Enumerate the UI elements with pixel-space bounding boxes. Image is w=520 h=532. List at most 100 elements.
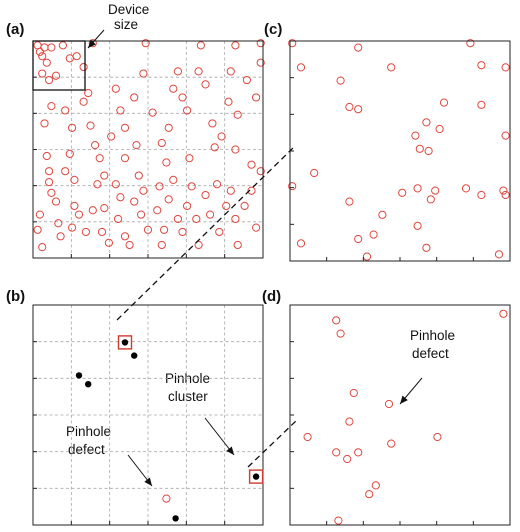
data-point-a-66 bbox=[35, 210, 45, 219]
data-point-a-17 bbox=[45, 167, 54, 176]
highlight-box-b-0 bbox=[117, 335, 133, 350]
data-point-b-0 bbox=[121, 339, 129, 346]
data-point-c-4 bbox=[336, 76, 345, 85]
data-point-c-11 bbox=[411, 131, 420, 140]
data-point-a-87 bbox=[130, 197, 139, 206]
data-point-a-98 bbox=[178, 227, 187, 237]
data-point-a-10 bbox=[72, 52, 81, 61]
data-point-c-24 bbox=[461, 184, 471, 193]
data-point-c-23 bbox=[431, 186, 440, 195]
data-point-a-81 bbox=[104, 238, 114, 247]
data-point-c-26 bbox=[501, 190, 510, 200]
data-point-a-100 bbox=[187, 182, 196, 191]
data-point-d-11 bbox=[343, 454, 352, 464]
data-point-d-13 bbox=[365, 490, 374, 499]
data-point-a-99 bbox=[183, 201, 192, 211]
data-point-d-6 bbox=[303, 432, 312, 442]
data-point-c-17 bbox=[501, 131, 510, 140]
data-point-c-12 bbox=[422, 118, 431, 127]
data-point-a-45 bbox=[169, 84, 178, 93]
data-point-a-19 bbox=[68, 123, 77, 132]
data-point-c-33 bbox=[426, 195, 435, 204]
data-point-a-27 bbox=[100, 171, 109, 180]
data-point-b-1 bbox=[131, 352, 138, 359]
data-point-a-11 bbox=[65, 54, 74, 63]
data-point-a-23 bbox=[79, 97, 88, 106]
data-point-c-0 bbox=[288, 39, 297, 48]
data-point-a-47 bbox=[185, 154, 194, 163]
data-point-a-37 bbox=[141, 39, 150, 48]
data-point-a-85 bbox=[120, 232, 130, 241]
data-point-a-13 bbox=[79, 62, 88, 72]
device-size-label-line2: size bbox=[114, 17, 138, 32]
data-point-a-54 bbox=[231, 41, 240, 50]
data-point-a-39 bbox=[148, 108, 157, 117]
data-point-a-42 bbox=[162, 158, 171, 167]
data-point-c-7 bbox=[501, 63, 510, 72]
data-point-a-74 bbox=[68, 223, 77, 232]
data-point-c-25 bbox=[477, 190, 486, 200]
data-point-a-26 bbox=[95, 154, 104, 163]
data-point-a-3 bbox=[40, 43, 49, 52]
data-point-a-108 bbox=[226, 186, 235, 195]
data-point-c-10 bbox=[439, 98, 449, 107]
data-point-a-69 bbox=[47, 188, 56, 197]
data-point-d-2 bbox=[499, 309, 508, 318]
panel-label-a: (a) bbox=[6, 21, 24, 38]
data-point-a-62 bbox=[256, 39, 265, 48]
data-point-a-36 bbox=[134, 171, 143, 180]
data-point-c-29 bbox=[296, 239, 306, 248]
data-point-a-88 bbox=[139, 186, 148, 195]
data-point-a-60 bbox=[252, 93, 261, 102]
data-point-c-1 bbox=[354, 43, 363, 52]
data-point-a-55 bbox=[226, 67, 235, 76]
data-point-a-5 bbox=[42, 58, 51, 67]
data-point-a-41 bbox=[164, 123, 173, 132]
data-point-a-40 bbox=[157, 138, 166, 148]
data-point-d-5 bbox=[345, 417, 354, 426]
data-point-c-14 bbox=[424, 146, 433, 156]
data-point-a-103 bbox=[201, 190, 210, 200]
highlight-box-b-1 bbox=[248, 469, 264, 484]
pinhole-defect-label-d-line2: defect bbox=[412, 346, 449, 361]
panel-label-d: (d) bbox=[262, 288, 281, 305]
pinhole-cluster-label-line2: cluster bbox=[168, 389, 208, 404]
data-point-a-6 bbox=[38, 69, 47, 78]
device-size-arrow-head bbox=[88, 39, 96, 48]
data-point-b-4 bbox=[252, 473, 260, 480]
data-point-a-94 bbox=[157, 240, 166, 250]
data-point-a-49 bbox=[194, 67, 203, 76]
data-point-a-61 bbox=[247, 160, 256, 169]
data-point-c-2 bbox=[466, 39, 475, 48]
pinhole-defect-label-b-line2: defect bbox=[68, 442, 105, 457]
device-size-box bbox=[32, 40, 86, 91]
data-point-a-109 bbox=[231, 214, 240, 224]
data-point-a-32 bbox=[120, 123, 130, 132]
data-point-a-38 bbox=[139, 69, 148, 78]
data-point-a-30 bbox=[107, 132, 116, 141]
pinhole-defect-label-b-line1: Pinhole bbox=[66, 424, 111, 439]
data-point-c-36 bbox=[494, 250, 504, 259]
data-point-a-48 bbox=[196, 41, 205, 50]
data-point-a-63 bbox=[256, 58, 265, 67]
data-point-a-52 bbox=[210, 143, 219, 152]
data-point-a-4 bbox=[47, 43, 56, 52]
data-point-c-6 bbox=[477, 61, 486, 70]
data-point-a-91 bbox=[155, 182, 164, 191]
data-point-a-64 bbox=[256, 167, 265, 176]
data-point-a-53 bbox=[217, 132, 226, 141]
data-point-a-73 bbox=[70, 201, 79, 211]
data-point-d-3 bbox=[384, 399, 394, 409]
data-point-a-96 bbox=[169, 175, 178, 184]
data-point-a-90 bbox=[143, 225, 153, 234]
data-point-c-28 bbox=[378, 210, 387, 219]
data-point-c-30 bbox=[354, 234, 363, 244]
points-layer bbox=[33, 39, 510, 525]
data-point-c-13 bbox=[415, 144, 424, 153]
data-point-a-8 bbox=[51, 71, 61, 80]
data-point-d-9 bbox=[354, 448, 363, 457]
data-point-a-31 bbox=[116, 106, 125, 115]
data-point-c-21 bbox=[398, 188, 407, 197]
data-point-a-9 bbox=[58, 41, 68, 50]
data-point-a-97 bbox=[173, 214, 182, 224]
